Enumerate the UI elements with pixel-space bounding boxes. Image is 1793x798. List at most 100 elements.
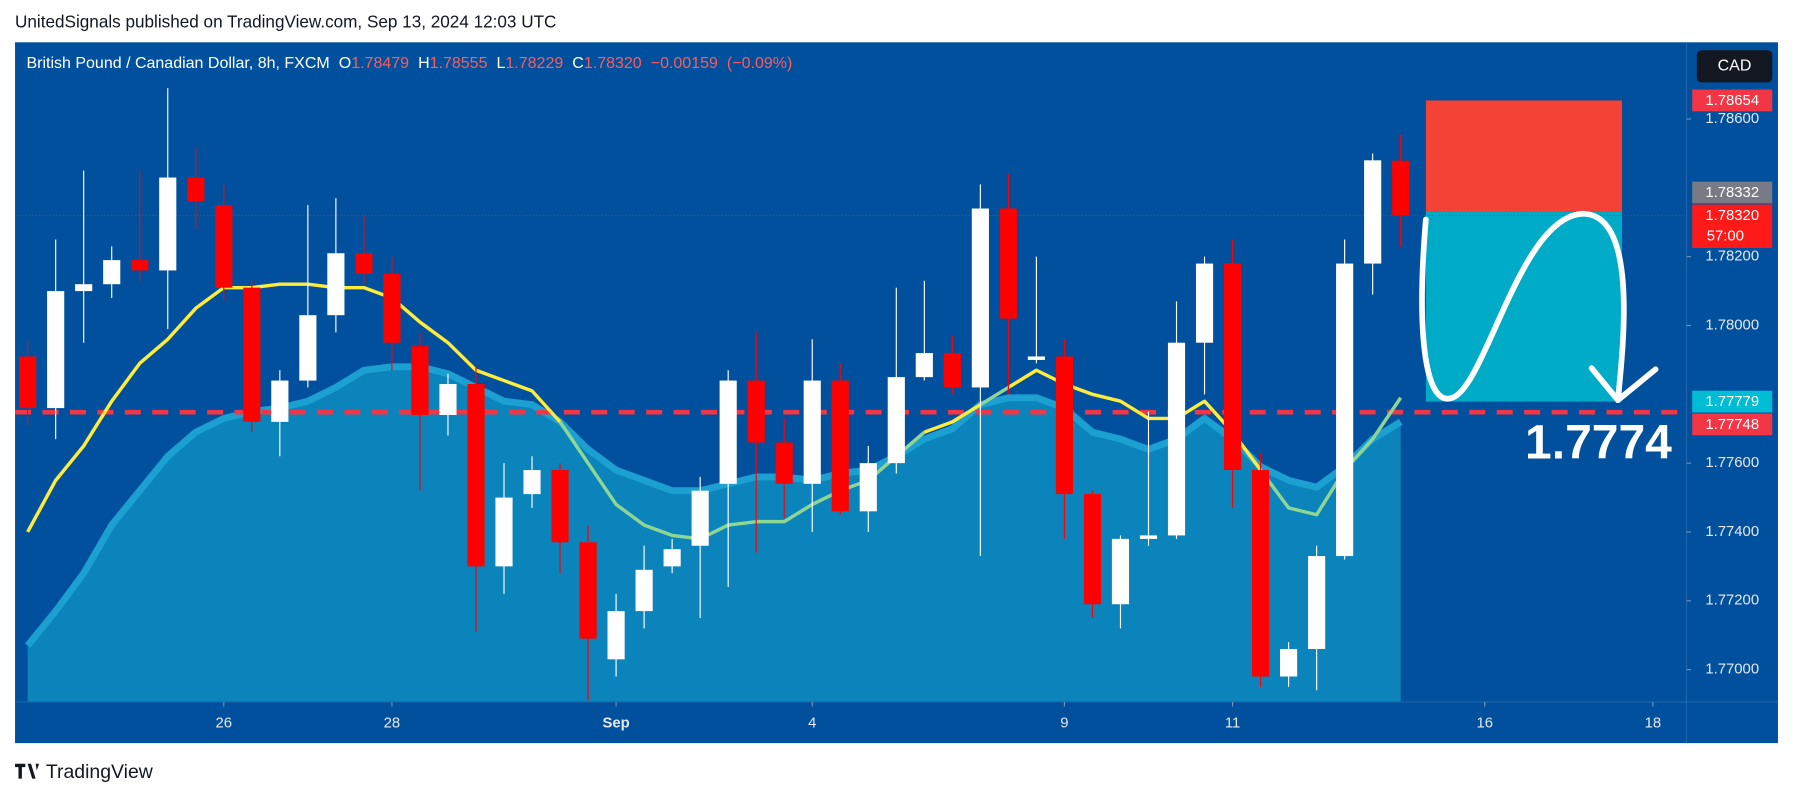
candle-body bbox=[1223, 263, 1242, 471]
candle-body bbox=[551, 470, 569, 543]
candle-body bbox=[215, 205, 233, 288]
candle-body bbox=[383, 273, 401, 343]
price-badge bbox=[1692, 181, 1773, 204]
fast-ma-line bbox=[1007, 368, 1262, 472]
candle-body bbox=[1111, 538, 1130, 605]
publish-header: UnitedSignals published on TradingView.c… bbox=[15, 11, 556, 31]
candle-body bbox=[971, 208, 989, 388]
candle-body bbox=[19, 356, 37, 409]
x-tick-label: 28 bbox=[384, 716, 401, 732]
candle-body bbox=[1055, 356, 1074, 495]
candle-body bbox=[159, 177, 177, 271]
candle-layer bbox=[15, 88, 1687, 701]
candle-body bbox=[859, 463, 877, 512]
candle-body bbox=[1336, 263, 1354, 557]
x-tick-label: 18 bbox=[1645, 716, 1662, 732]
price-badge bbox=[1692, 413, 1773, 436]
candle-body bbox=[915, 353, 933, 378]
candle-body bbox=[1280, 648, 1298, 677]
candle-body bbox=[1364, 160, 1382, 264]
fast-ma-line bbox=[26, 282, 562, 533]
candle-body bbox=[1392, 160, 1410, 216]
candle-body bbox=[439, 384, 457, 415]
price-badge-label: 1.77779 bbox=[1705, 394, 1759, 410]
legend-letter: C bbox=[572, 55, 584, 72]
candle-body bbox=[103, 260, 121, 285]
legend-value: 1.78479 bbox=[351, 55, 409, 72]
legend-change: −0.00159 bbox=[651, 55, 718, 72]
stop-zone bbox=[1425, 100, 1623, 212]
x-tick-label: 4 bbox=[808, 716, 816, 732]
annotation: 1.7774 bbox=[1525, 417, 1672, 470]
candle-body bbox=[1308, 556, 1326, 649]
candle-body bbox=[663, 549, 681, 567]
hand-drawn-arrow bbox=[1419, 210, 1627, 404]
currency-button[interactable] bbox=[1696, 50, 1773, 83]
legend-value: 1.78229 bbox=[505, 55, 563, 72]
candle-body bbox=[411, 346, 429, 415]
y-tick-label: 1.78600 bbox=[1705, 111, 1759, 127]
candle-body bbox=[719, 380, 737, 484]
brand-logo bbox=[15, 763, 40, 779]
x-tick-label: 11 bbox=[1225, 716, 1240, 732]
candle-body bbox=[1167, 342, 1186, 536]
candle-body bbox=[355, 253, 373, 274]
price-badge-label: 1.78320 bbox=[1705, 208, 1759, 224]
fast-ma-line bbox=[1259, 396, 1403, 517]
candle-body bbox=[75, 284, 93, 292]
candle-body bbox=[131, 260, 149, 271]
y-tick-label: 1.78200 bbox=[1705, 249, 1759, 265]
price-badge bbox=[1692, 204, 1773, 248]
price-badge-label: 1.77748 bbox=[1705, 417, 1759, 433]
candle-body bbox=[1195, 263, 1214, 343]
drawing-layer: 1.7774 bbox=[1419, 210, 1672, 470]
candle-body bbox=[1083, 494, 1102, 605]
brand-name: TradingView bbox=[46, 761, 154, 783]
candle-body bbox=[887, 377, 905, 464]
currency-label[interactable]: CAD bbox=[1718, 58, 1752, 75]
arrow-head bbox=[1588, 365, 1659, 404]
price-badge bbox=[1692, 89, 1773, 112]
price-badge-label: 1.78332 bbox=[1705, 185, 1759, 201]
fast-ma-line bbox=[923, 403, 982, 434]
legend-symbol: British Pound / Canadian Dollar, 8h, FXC… bbox=[26, 55, 329, 72]
y-tick-label: 1.77200 bbox=[1705, 593, 1759, 609]
candle-body bbox=[579, 542, 597, 639]
candle-body bbox=[1027, 356, 1045, 360]
candle-body bbox=[271, 380, 289, 422]
price-badge-label: 1.78654 bbox=[1705, 93, 1759, 109]
candle-body bbox=[943, 353, 961, 388]
x-tick-label: 26 bbox=[216, 716, 233, 732]
legend-value: 1.78320 bbox=[584, 55, 642, 72]
countdown: 57:00 bbox=[1707, 228, 1744, 244]
legend-value: 1.78555 bbox=[430, 55, 488, 72]
candle-body bbox=[187, 177, 205, 202]
x-tick-label: 16 bbox=[1476, 716, 1493, 732]
candle-body bbox=[635, 569, 653, 612]
candle-body bbox=[999, 208, 1017, 319]
price-badge bbox=[1692, 390, 1773, 413]
axis-layer: 1.77000 1.77200 1.77400 1.77600 1.78000 1.782… bbox=[216, 89, 1773, 732]
legend-change-percent: (−0.09%) bbox=[727, 55, 792, 72]
y-tick-label: 1.77400 bbox=[1705, 524, 1759, 540]
candle-body bbox=[299, 315, 317, 381]
x-tick-label: 9 bbox=[1060, 716, 1068, 732]
candle-body bbox=[1139, 535, 1158, 539]
legend-letter: L bbox=[497, 55, 506, 72]
candle-body bbox=[47, 291, 65, 409]
candle-body bbox=[327, 253, 345, 316]
y-tick-label: 1.77000 bbox=[1705, 662, 1759, 678]
candle-body bbox=[775, 442, 793, 484]
y-tick-label: 1.77600 bbox=[1705, 455, 1759, 471]
y-tick-label: 1.78000 bbox=[1705, 317, 1759, 333]
candle-body bbox=[1252, 470, 1270, 677]
candle-body bbox=[831, 380, 849, 512]
x-tick-label: Sep bbox=[602, 716, 629, 732]
candle-body bbox=[243, 287, 261, 422]
candle-body bbox=[523, 470, 541, 495]
candle-body bbox=[691, 490, 709, 546]
fast-ma-line bbox=[979, 385, 1010, 407]
candle-body bbox=[747, 380, 765, 443]
